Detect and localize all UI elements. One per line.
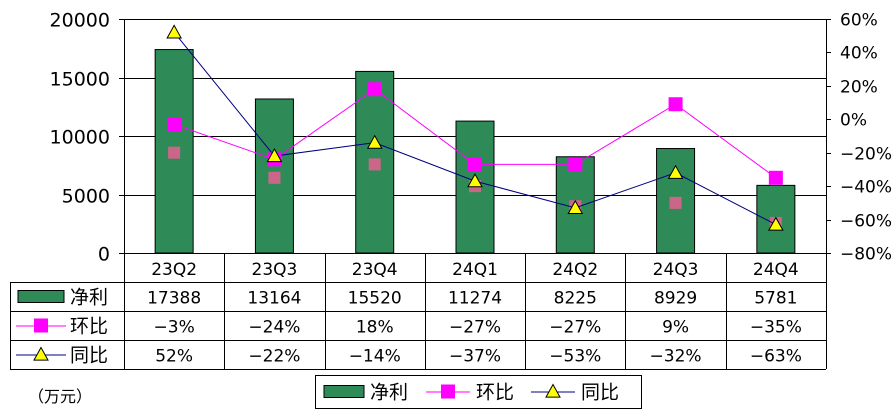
table-cell: −3% <box>154 318 195 338</box>
table-cell: −24% <box>248 318 300 338</box>
table-cell: 5781 <box>754 289 797 309</box>
marker-qoq <box>468 157 482 172</box>
legend-key-yoy-marker <box>545 383 561 398</box>
y-right-tick-label: 40% <box>840 44 878 64</box>
secondary-marker <box>268 171 281 184</box>
table-cell: −63% <box>750 347 802 367</box>
y-left-tick-label: 5000 <box>62 186 110 208</box>
marker-qoq <box>367 82 382 97</box>
marker-yoy <box>768 216 784 231</box>
y-right-tick-label: −20% <box>840 145 892 165</box>
y-right-tick-label: 0% <box>840 111 867 131</box>
table-cell: −22% <box>248 347 300 367</box>
legend-label: 净利 <box>370 382 408 404</box>
table-cell: −32% <box>650 347 702 367</box>
secondary-marker <box>669 196 682 209</box>
x-tick-label: 24Q4 <box>753 260 799 280</box>
x-tick-label: 23Q3 <box>252 260 298 280</box>
legend-label: 同比 <box>581 382 619 404</box>
legend-key-net-profit <box>323 385 365 398</box>
table-cell: −35% <box>750 318 802 338</box>
y-right-tick-label: 60% <box>840 11 878 31</box>
table-row-label: 同比 <box>70 345 108 367</box>
legend-key-qoq-marker <box>441 384 455 399</box>
table-row-label: 环比 <box>70 316 108 338</box>
x-tick-label: 24Q3 <box>653 260 699 280</box>
table-key-net-profit <box>17 290 65 303</box>
marker-yoy <box>467 173 483 188</box>
table-cell: 17388 <box>147 289 201 309</box>
marker-yoy <box>366 134 383 149</box>
marker-yoy <box>667 164 684 179</box>
table-cell: 52% <box>155 347 193 367</box>
y-left-tick-label: 0 <box>98 244 110 266</box>
legend-label: 环比 <box>476 382 514 404</box>
table-cell: 11274 <box>448 289 502 309</box>
legend <box>315 375 642 409</box>
marker-qoq <box>668 97 683 112</box>
x-tick-label: 24Q2 <box>552 260 598 280</box>
table-cell: −53% <box>549 347 601 367</box>
x-tick-label: 23Q2 <box>151 260 197 280</box>
y-left-tick-label: 15000 <box>50 69 110 91</box>
marker-qoq <box>768 170 783 185</box>
y-right-tick-label: −40% <box>840 178 892 198</box>
y-left-tick-label: 20000 <box>50 10 110 32</box>
y-left-tick-label: 10000 <box>50 127 110 149</box>
marker-qoq <box>167 117 182 132</box>
table-cell: 8929 <box>654 289 697 309</box>
y-right-tick-label: −60% <box>840 212 892 232</box>
table-cell: −14% <box>349 347 401 367</box>
unit-label: （万元） <box>28 387 92 406</box>
table-cell: 8225 <box>554 289 597 309</box>
table-cell: 15520 <box>348 289 402 309</box>
table-key-qoq-marker <box>34 318 48 333</box>
marker-yoy <box>166 24 182 39</box>
secondary-marker <box>168 146 181 159</box>
y-right-tick-label: −80% <box>840 245 892 265</box>
marker-yoy <box>266 148 283 163</box>
table-key-yoy-marker <box>33 346 49 361</box>
table-cell: 9% <box>662 318 689 338</box>
y-right-tick-label: 20% <box>840 78 878 98</box>
table-cell: −27% <box>549 318 601 338</box>
table-cell: 18% <box>356 318 394 338</box>
x-tick-label: 23Q4 <box>352 260 398 280</box>
marker-qoq <box>568 157 583 172</box>
table-row-label: 净利 <box>70 287 108 309</box>
table-cell: −37% <box>449 347 501 367</box>
marker-yoy <box>567 199 584 214</box>
table-cell: −27% <box>449 318 501 338</box>
secondary-marker <box>368 158 381 171</box>
table-cell: 13164 <box>247 289 301 309</box>
x-tick-label: 24Q1 <box>452 260 498 280</box>
